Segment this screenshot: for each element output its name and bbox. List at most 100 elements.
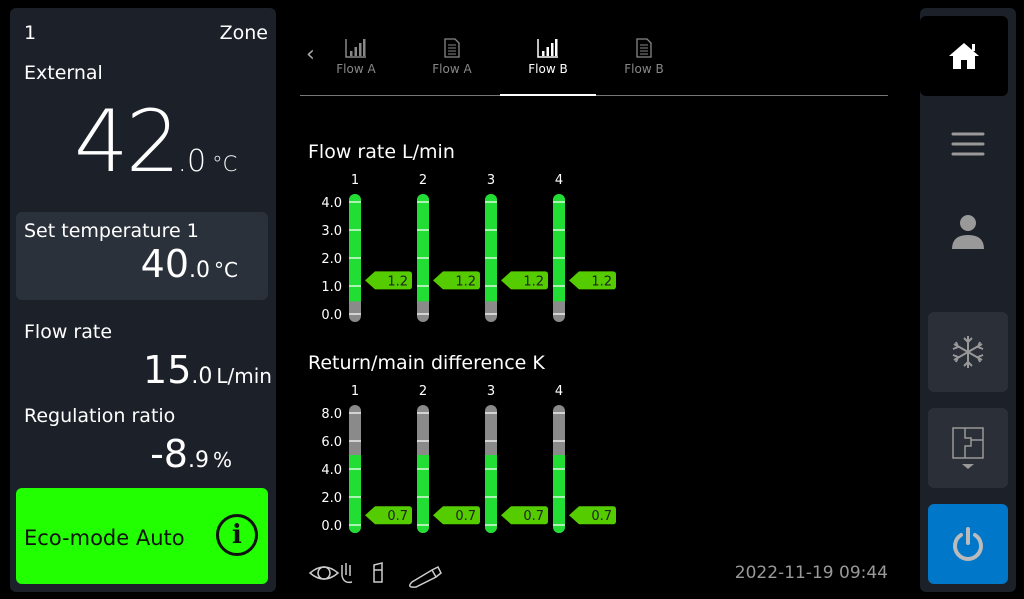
bar-ok-range (553, 194, 565, 302)
bar-ok-range (417, 455, 429, 533)
value-label: 0.7 (523, 509, 544, 524)
bar-category-label: 4 (555, 384, 563, 399)
tab-flow-b-list[interactable]: Flow B (596, 30, 692, 96)
tab-bar: ‹ Flow A Flow A Flow B Flow B (300, 30, 888, 96)
datetime: 2022-11-19 09:44 (734, 563, 888, 583)
external-unit: °C (212, 152, 238, 176)
tab-flow-b-chart[interactable]: Flow B (500, 30, 596, 96)
external-temperature: 42.0 °C (74, 92, 237, 192)
user-icon (952, 215, 984, 249)
external-int: 42 (74, 92, 180, 192)
bar-ok-range (349, 194, 361, 302)
home-icon (949, 43, 979, 69)
tab-label: Flow B (528, 62, 568, 76)
bar-ok-range (485, 194, 497, 302)
y-tick-label: 4.0 (321, 196, 342, 211)
zone-label[interactable]: Zone (219, 22, 268, 44)
usb-icon[interactable] (409, 565, 442, 588)
reg-dec: .9 (187, 448, 209, 473)
user-button[interactable] (928, 192, 1008, 272)
y-tick-label: 8.0 (321, 407, 342, 422)
bar-2: 21.2 (417, 173, 480, 322)
bar-category-label: 3 (487, 173, 495, 188)
footer-icons (308, 560, 448, 592)
value-label: 1.2 (455, 274, 476, 289)
tab-label: Flow A (432, 62, 472, 76)
set-int: 40 (140, 242, 190, 286)
bar-category-label: 1 (351, 173, 359, 188)
reg-int: -8 (150, 432, 188, 476)
y-tick-label: 0.0 (321, 519, 342, 534)
tab-flow-a-list[interactable]: Flow A (404, 30, 500, 96)
set-temperature-button[interactable]: Set temperature 1 40.0 °C (16, 212, 268, 300)
tab-label: Flow B (624, 62, 664, 76)
floorplan-button[interactable] (928, 408, 1008, 488)
value-label: 0.7 (387, 509, 408, 524)
value-label: 0.7 (455, 509, 476, 524)
flow-int: 15 (143, 348, 192, 392)
document-icon (444, 38, 460, 58)
external-dec: .0 (177, 144, 207, 179)
eco-mode-button[interactable]: Eco-mode Auto i (16, 488, 268, 584)
bar-3: 31.2 (485, 173, 548, 322)
power-button[interactable] (928, 504, 1008, 584)
zone-number: 1 (24, 22, 37, 44)
value-marker (569, 271, 616, 290)
regulation-ratio-value: -8.9% (150, 432, 232, 476)
bar-4: 40.7 (553, 384, 616, 533)
eco-mode-label: Eco-mode Auto (24, 526, 185, 550)
bar-category-label: 1 (351, 384, 359, 399)
bar-1: 11.2 (349, 173, 412, 322)
back-chevron-icon[interactable]: ‹ (306, 42, 315, 67)
value-marker (501, 271, 548, 290)
bar-ok-range (553, 455, 565, 533)
y-tick-label: 0.0 (321, 308, 342, 323)
value-marker (433, 506, 480, 525)
zone-panel: 1 Zone External 42.0 °C Set temperature 1… (10, 8, 276, 592)
chart-title-flow-rate: Flow rate L/min (308, 141, 455, 163)
regulation-ratio-label: Regulation ratio (24, 405, 176, 427)
set-temperature-value: 40.0 °C (141, 242, 238, 286)
flow-unit: L/min (216, 364, 272, 388)
y-tick-label: 2.0 (321, 491, 342, 506)
power-icon (953, 527, 983, 561)
value-marker (433, 271, 480, 290)
menu-button[interactable] (928, 104, 1008, 184)
set-dec: .0 (189, 258, 211, 283)
flow-rate-label: Flow rate (24, 321, 113, 343)
y-tick-label: 2.0 (321, 252, 342, 267)
bar-4: 41.2 (553, 173, 616, 322)
bar-category-label: 4 (555, 173, 563, 188)
home-button[interactable] (920, 16, 1008, 96)
value-marker (365, 271, 412, 290)
bar-2: 20.7 (417, 384, 480, 533)
flow-dec: .0 (191, 364, 213, 389)
bar-ok-range (349, 455, 361, 533)
flow-rate-value: 15.0 L/min (143, 348, 272, 392)
y-tick-label: 3.0 (321, 224, 342, 239)
sd-card-icon[interactable] (373, 562, 383, 583)
reg-unit: % (212, 448, 232, 472)
info-icon[interactable]: i (216, 514, 258, 556)
right-sidebar (920, 8, 1016, 592)
eye-hand-icon[interactable] (308, 563, 353, 584)
menu-icon (951, 132, 985, 156)
bar-category-label: 3 (487, 384, 495, 399)
set-unit: °C (214, 258, 238, 282)
y-tick-label: 6.0 (321, 435, 342, 450)
value-label: 0.7 (591, 509, 612, 524)
bar-chart-icon (537, 39, 558, 58)
y-tick-label: 4.0 (321, 463, 342, 478)
y-tick-label: 1.0 (321, 280, 342, 295)
value-label: 1.2 (591, 274, 612, 289)
chart-title-difference: Return/main difference K (308, 352, 545, 374)
value-marker (501, 506, 548, 525)
external-label: External (24, 62, 103, 84)
set-temperature-label: Set temperature 1 (24, 220, 199, 242)
document-icon (636, 38, 652, 58)
value-marker (365, 506, 412, 525)
bar-category-label: 2 (419, 384, 427, 399)
tab-flow-a-chart[interactable]: Flow A (308, 30, 404, 96)
bar-1: 10.7 (349, 384, 412, 533)
cooling-button[interactable] (928, 312, 1008, 392)
